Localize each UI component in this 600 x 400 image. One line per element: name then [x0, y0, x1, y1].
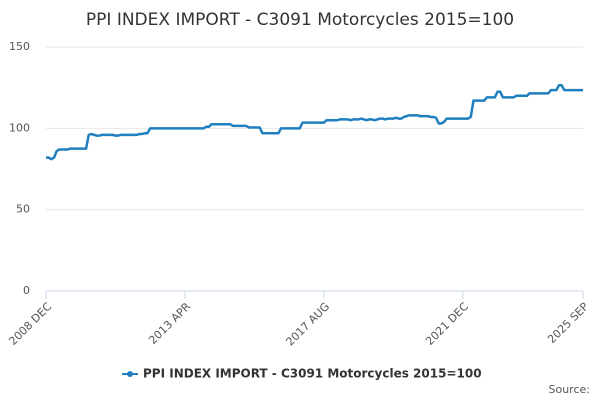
legend-label: PPI INDEX IMPORT - C3091 Motorcycles 201…	[143, 367, 482, 381]
y-tick-label: 100	[9, 121, 30, 134]
y-tick-label: 50	[16, 203, 30, 216]
chart-title: PPI INDEX IMPORT - C3091 Motorcycles 201…	[86, 10, 514, 30]
line-series	[46, 83, 583, 161]
x-tick-label: 2008 DEC	[6, 300, 54, 348]
x-tick-label: 2025 SEP	[545, 300, 591, 346]
x-tick-label: 2021 DEC	[423, 300, 471, 348]
x-tick-label: 2017 AUG	[284, 300, 333, 349]
source: Source:	[549, 383, 591, 396]
y-tick-label: 0	[23, 284, 30, 297]
x-tick-label: 2013 APR	[146, 300, 193, 347]
y-tick-label: 150	[9, 40, 30, 53]
legend-marker	[127, 371, 133, 377]
